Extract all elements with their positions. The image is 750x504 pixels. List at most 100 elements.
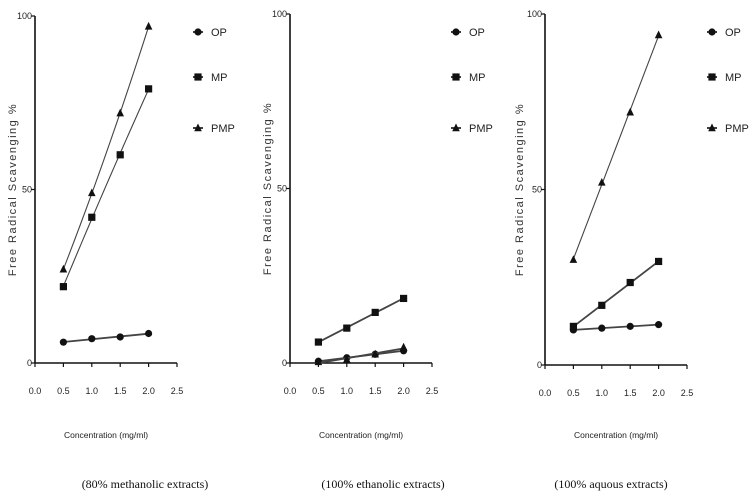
data-point bbox=[88, 188, 96, 197]
y-tick-label: 0 bbox=[282, 358, 287, 368]
legend-marker bbox=[194, 123, 202, 132]
x-axis-label: Concentration (mg/ml) bbox=[319, 430, 403, 440]
x-tick-label: 0.0 bbox=[539, 388, 552, 398]
fit-line bbox=[573, 323, 659, 331]
series-pmp bbox=[569, 30, 663, 263]
x-tick-label: 1.5 bbox=[114, 386, 127, 396]
y-axis-label: Free Radical Scavenging % bbox=[514, 103, 526, 276]
data-point bbox=[343, 324, 351, 332]
x-tick-label: 1.0 bbox=[86, 386, 99, 396]
chart-2: 0.0 0.5 1.0 1.5 2.0 2.5 0 50 100 Free Radical Sca… bbox=[262, 9, 493, 491]
legend-label: PMP bbox=[469, 123, 493, 135]
legend-marker bbox=[194, 73, 202, 81]
data-point bbox=[626, 278, 634, 287]
x-tick-label: 2.5 bbox=[681, 388, 694, 398]
data-point bbox=[88, 335, 96, 343]
data-point bbox=[314, 338, 322, 346]
data-point bbox=[145, 329, 153, 338]
data-point bbox=[343, 355, 351, 363]
data-point bbox=[88, 213, 96, 221]
data-point bbox=[598, 177, 606, 186]
data-point bbox=[59, 283, 67, 291]
legend-marker bbox=[452, 28, 460, 36]
series-mp bbox=[569, 257, 663, 330]
x-axis-label: Concentration (mg/ml) bbox=[64, 430, 148, 440]
y-tick-label: 50 bbox=[532, 185, 542, 195]
legend-label: MP bbox=[211, 72, 228, 84]
chart-3: 0.0 0.5 1.0 1.5 2.0 2.5 0 50 100 Free Radical Sca… bbox=[514, 9, 749, 491]
x-tick-label: 2.0 bbox=[397, 386, 410, 396]
x-tick-label: 2.0 bbox=[142, 386, 155, 396]
data-point bbox=[598, 301, 606, 309]
fit-line bbox=[317, 297, 405, 344]
x-tick-label: 1.5 bbox=[624, 388, 637, 398]
fit-line bbox=[62, 89, 150, 287]
data-point bbox=[654, 30, 663, 39]
data-point bbox=[400, 294, 408, 303]
x-tick-label: 0.5 bbox=[567, 388, 580, 398]
fit-line bbox=[62, 26, 150, 270]
x-tick-label: 2.5 bbox=[426, 386, 439, 396]
x-tick-label: 1.0 bbox=[596, 388, 609, 398]
data-point bbox=[144, 21, 153, 30]
data-point bbox=[116, 333, 124, 341]
chart-caption: (100% aquous extracts) bbox=[554, 477, 667, 491]
legend-label: PMP bbox=[211, 123, 235, 135]
data-point bbox=[116, 108, 124, 117]
y-tick-label: 50 bbox=[277, 184, 287, 194]
x-tick-label: 1.0 bbox=[341, 386, 354, 396]
legend-label: OP bbox=[211, 27, 227, 39]
data-point bbox=[59, 264, 68, 273]
data-point bbox=[314, 357, 323, 366]
x-tick-label: 0.5 bbox=[57, 386, 70, 396]
x-tick-label: 1.5 bbox=[369, 386, 382, 396]
series-op bbox=[59, 329, 153, 346]
data-point bbox=[371, 349, 379, 358]
legend-marker bbox=[708, 123, 716, 132]
series-pmp bbox=[59, 21, 153, 273]
fit-line bbox=[572, 35, 660, 260]
legend-marker bbox=[194, 28, 202, 36]
fit-line bbox=[318, 347, 404, 365]
data-point bbox=[569, 255, 578, 263]
x-tick-label: 2.5 bbox=[171, 386, 184, 396]
fit-line bbox=[63, 332, 149, 343]
legend-marker bbox=[452, 123, 460, 132]
x-tick-label: 0.0 bbox=[29, 386, 42, 396]
legend-label: PMP bbox=[725, 123, 749, 135]
legend-marker bbox=[708, 28, 716, 36]
series-mp bbox=[314, 294, 408, 346]
fit-line bbox=[572, 260, 660, 328]
data-point bbox=[626, 322, 634, 330]
data-point bbox=[655, 257, 663, 266]
y-tick-label: 100 bbox=[17, 11, 32, 21]
chart-caption: (100% ethanolic extracts) bbox=[321, 477, 444, 491]
x-tick-label: 2.0 bbox=[652, 388, 665, 398]
data-point bbox=[569, 322, 577, 330]
chart-1: 0.0 0.5 1.0 1.5 2.0 2.5 0 50 100 Free Radical Sca… bbox=[7, 11, 235, 491]
legend-label: OP bbox=[725, 27, 741, 39]
data-point bbox=[655, 321, 663, 329]
y-tick-label: 0 bbox=[27, 358, 32, 368]
y-axis-label: Free Radical Scavenging % bbox=[262, 102, 274, 275]
data-point bbox=[371, 308, 379, 316]
legend-marker bbox=[452, 73, 460, 81]
legend-label: OP bbox=[469, 27, 485, 39]
y-tick-label: 50 bbox=[22, 185, 32, 195]
legend-label: MP bbox=[725, 72, 742, 84]
data-point bbox=[626, 107, 634, 116]
y-tick-label: 0 bbox=[537, 360, 542, 370]
x-axis-label: Concentration (mg/ml) bbox=[574, 430, 658, 440]
legend-marker bbox=[708, 73, 716, 81]
chart-caption: (80% methanolic extracts) bbox=[82, 477, 209, 491]
x-tick-label: 0.0 bbox=[284, 386, 297, 396]
data-point bbox=[399, 342, 408, 351]
data-point bbox=[59, 338, 67, 346]
x-tick-label: 0.5 bbox=[312, 386, 325, 396]
y-axis-label: Free Radical Scavenging % bbox=[7, 103, 19, 276]
y-tick-label: 100 bbox=[272, 9, 287, 19]
series-op bbox=[569, 321, 663, 334]
y-tick-label: 100 bbox=[527, 9, 542, 19]
